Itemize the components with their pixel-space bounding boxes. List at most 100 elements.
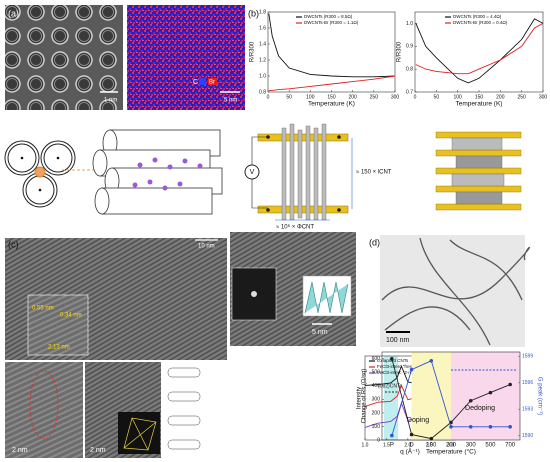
y2-tick-label: 1596 xyxy=(522,380,533,386)
scale-label: 2 nm xyxy=(90,447,106,454)
x-tick-label: 1.0 xyxy=(362,442,369,448)
data-point xyxy=(468,425,473,429)
data-point xyxy=(488,390,493,395)
y2-tick-label: 1599 xyxy=(522,354,533,360)
legend-label: DWCNTs (R300 = 8.5Ω) xyxy=(304,14,353,19)
x-tick-label: 100 xyxy=(426,443,437,449)
x-axis-title: Temperature (K) xyxy=(456,101,503,108)
voltmeter xyxy=(244,164,260,180)
highlight xyxy=(29,370,59,440)
x-tick-label: 50 xyxy=(434,94,440,100)
y-axis-title: R/R300 xyxy=(397,41,403,62)
x-tick-label: 200 xyxy=(446,443,457,449)
legend-swatch xyxy=(199,78,206,85)
legend-label: FeCl3-interc "2-months" xyxy=(377,370,425,375)
x-tick-label: 200 xyxy=(496,94,505,100)
x-tick-label: 3.0 xyxy=(447,442,454,448)
x-tick-label: 300 xyxy=(539,94,548,100)
scale-label: 5 nm xyxy=(312,329,328,336)
x-axis-title: Temperature (K) xyxy=(308,101,355,108)
panel-label: (c) xyxy=(8,239,19,249)
y2-tick-label: 1590 xyxy=(522,433,533,439)
scale-label: 2 nm xyxy=(12,447,28,454)
x-tick-label: 100 xyxy=(453,94,462,100)
x-tick-label: 50 xyxy=(286,94,292,100)
x-axis-title: Temperature (°C) xyxy=(426,448,476,456)
spacing-label: 0.55 nm xyxy=(32,306,54,312)
x-tick-label: 150 xyxy=(327,94,336,100)
y-tick-label: 1.6 xyxy=(259,25,266,31)
y-tick-label: 0.7 xyxy=(406,89,413,95)
y-tick-label: 1.8 xyxy=(259,9,266,15)
data-point xyxy=(429,359,434,363)
tem-image xyxy=(5,362,83,458)
data-point xyxy=(409,367,414,372)
data-point xyxy=(488,425,493,429)
series-line xyxy=(268,75,396,91)
series-line xyxy=(415,18,544,84)
data-point xyxy=(508,382,512,387)
nanotube-network xyxy=(381,237,531,346)
y-tick-label: 200 xyxy=(372,410,381,416)
inset-image xyxy=(27,294,89,356)
x-tick-label: 150 xyxy=(475,94,484,100)
y-tick-label: 1.0 xyxy=(259,73,266,79)
legend-label: FeCl3-interc "fresh" xyxy=(377,364,416,369)
legend-swatch xyxy=(208,78,217,85)
scale-label: 10 nm xyxy=(198,244,215,250)
y-axis-title: Change of Rs (Ω/sq) xyxy=(362,369,368,424)
dimension-label: ≈ 150 × lCNT xyxy=(356,170,392,176)
data-point xyxy=(390,433,394,438)
intercalant-dots xyxy=(132,157,203,191)
y-tick-label: 1.0 xyxy=(406,21,413,27)
y-tick-label: 600 xyxy=(372,356,381,362)
data-point xyxy=(508,425,512,429)
data-point xyxy=(409,432,414,437)
y-tick-label: 100 xyxy=(372,424,381,430)
y-tick-label: 0 xyxy=(377,437,380,443)
x-tick-label: D xyxy=(409,443,414,449)
electrode xyxy=(257,133,349,142)
contacts xyxy=(266,135,341,212)
tem-image xyxy=(5,5,123,110)
y-tick-label: 300 xyxy=(372,397,381,403)
eds-map xyxy=(127,5,245,110)
tube-centers xyxy=(20,156,60,192)
x-tick-label: 0 xyxy=(414,94,417,100)
voltmeter-label: V xyxy=(250,169,255,176)
scale-label: 5 nm xyxy=(224,98,237,104)
legend-label: collapsed CNTs xyxy=(377,358,409,363)
y-tick-label: 0.9 xyxy=(406,44,413,50)
x-tick-label: P xyxy=(390,443,394,449)
crystal-cell xyxy=(123,417,157,451)
map-legend: C xyxy=(193,79,198,86)
data-point xyxy=(468,398,473,403)
x-tick-label: 2.0 xyxy=(404,442,411,448)
dimension-label: ≈ 10⁶ × ΦCNT xyxy=(276,224,314,231)
y2-axis-title: G peak (cm⁻¹) xyxy=(536,377,542,415)
y-axis-title: R/R300 xyxy=(250,41,256,62)
plot-frame xyxy=(381,351,521,441)
x-tick-label: 250 xyxy=(517,94,526,100)
x-tick-label: 700 xyxy=(505,443,516,449)
panel-label: (b) xyxy=(248,8,259,18)
spacing-label: 2.13 nm xyxy=(48,345,70,351)
legend-label: DWCNTs-Br (R300 = 1.1Ω) xyxy=(304,20,359,25)
panel-label: (a) xyxy=(8,8,19,18)
data-point xyxy=(429,436,434,441)
x-tick-label: 2.5 xyxy=(426,442,433,448)
panel-label: (d) xyxy=(369,237,380,247)
x-axis-title: q (Å⁻¹) xyxy=(400,447,420,456)
y-tick-label: 0.8 xyxy=(259,89,266,95)
y-tick-label: 1.4 xyxy=(259,41,266,47)
map-legend: Br xyxy=(209,80,215,86)
y2-tick-label: 1593 xyxy=(522,407,533,413)
fft-spot xyxy=(251,291,257,297)
x-tick-label: 0 xyxy=(267,94,270,100)
x-tick-label: 250 xyxy=(370,94,379,100)
x-tick-label: 300 xyxy=(391,94,400,100)
y-tick-label: 0.8 xyxy=(406,66,413,72)
x-tick-label: 1.5 xyxy=(383,442,390,448)
spacing-label: 0.34 nm xyxy=(60,313,82,319)
